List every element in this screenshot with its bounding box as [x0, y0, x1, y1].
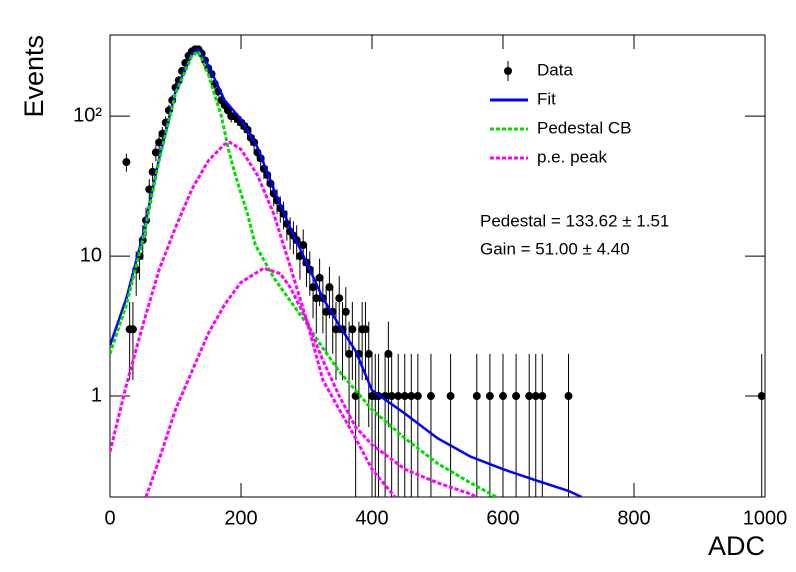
data-point — [757, 392, 765, 401]
data-point — [426, 392, 435, 401]
data-point — [315, 273, 324, 282]
data-point — [345, 349, 354, 358]
data-point — [564, 392, 573, 401]
fit-curve — [144, 266, 478, 497]
fit-curve — [110, 140, 397, 497]
data-point — [525, 392, 534, 401]
data-point — [538, 392, 547, 401]
data-point — [387, 392, 396, 401]
data-point — [128, 325, 137, 334]
y-tick-label: 10² — [73, 104, 102, 126]
legend-marker — [504, 67, 512, 75]
x-tick-label: 200 — [224, 507, 257, 529]
data-point — [384, 349, 393, 358]
legend-label: p.e. peak — [537, 147, 607, 166]
x-axis-label: ADC — [708, 531, 765, 561]
data-point — [299, 241, 308, 250]
data-point — [400, 392, 409, 401]
data-point — [309, 283, 318, 292]
data-point — [472, 392, 481, 401]
data-point — [361, 325, 370, 334]
data-point — [335, 294, 344, 303]
data-point — [348, 325, 357, 334]
x-tick-label: 1000 — [743, 507, 788, 529]
y-axis-label: Events — [19, 35, 49, 118]
x-tick-label: 0 — [104, 507, 115, 529]
data-point — [122, 158, 131, 167]
plot-area — [110, 45, 765, 497]
data-point — [341, 307, 350, 316]
y-tick-label: 10 — [80, 244, 102, 266]
annotation: Gain = 51.00 ± 4.40 — [480, 239, 630, 258]
data-point — [394, 392, 403, 401]
data-point — [151, 148, 160, 157]
data-point — [512, 392, 521, 401]
data-point — [312, 294, 321, 303]
data-point — [322, 307, 331, 316]
data-point — [499, 392, 507, 401]
legend-label: Pedestal CB — [537, 118, 632, 137]
x-tick-label: 400 — [355, 507, 388, 529]
data-point — [446, 392, 455, 401]
plot-frame — [109, 34, 766, 498]
fit-curve — [110, 47, 583, 497]
data-point — [413, 392, 422, 401]
data-point — [407, 392, 416, 401]
data-point — [155, 138, 164, 147]
legend-label: Fit — [537, 89, 556, 108]
data-point — [223, 106, 232, 115]
data-point — [325, 283, 334, 292]
legend-label: Data — [537, 60, 573, 79]
data-point — [331, 325, 340, 334]
data-point — [351, 392, 360, 401]
data-point — [364, 349, 373, 358]
fit-curve — [110, 49, 498, 497]
x-tick-label: 600 — [486, 507, 519, 529]
y-tick-label: 1 — [91, 384, 102, 406]
x-tick-label: 800 — [617, 507, 650, 529]
annotation: Pedestal = 133.62 ± 1.51 — [480, 211, 669, 230]
data-point — [485, 392, 494, 401]
data-point — [531, 392, 540, 401]
